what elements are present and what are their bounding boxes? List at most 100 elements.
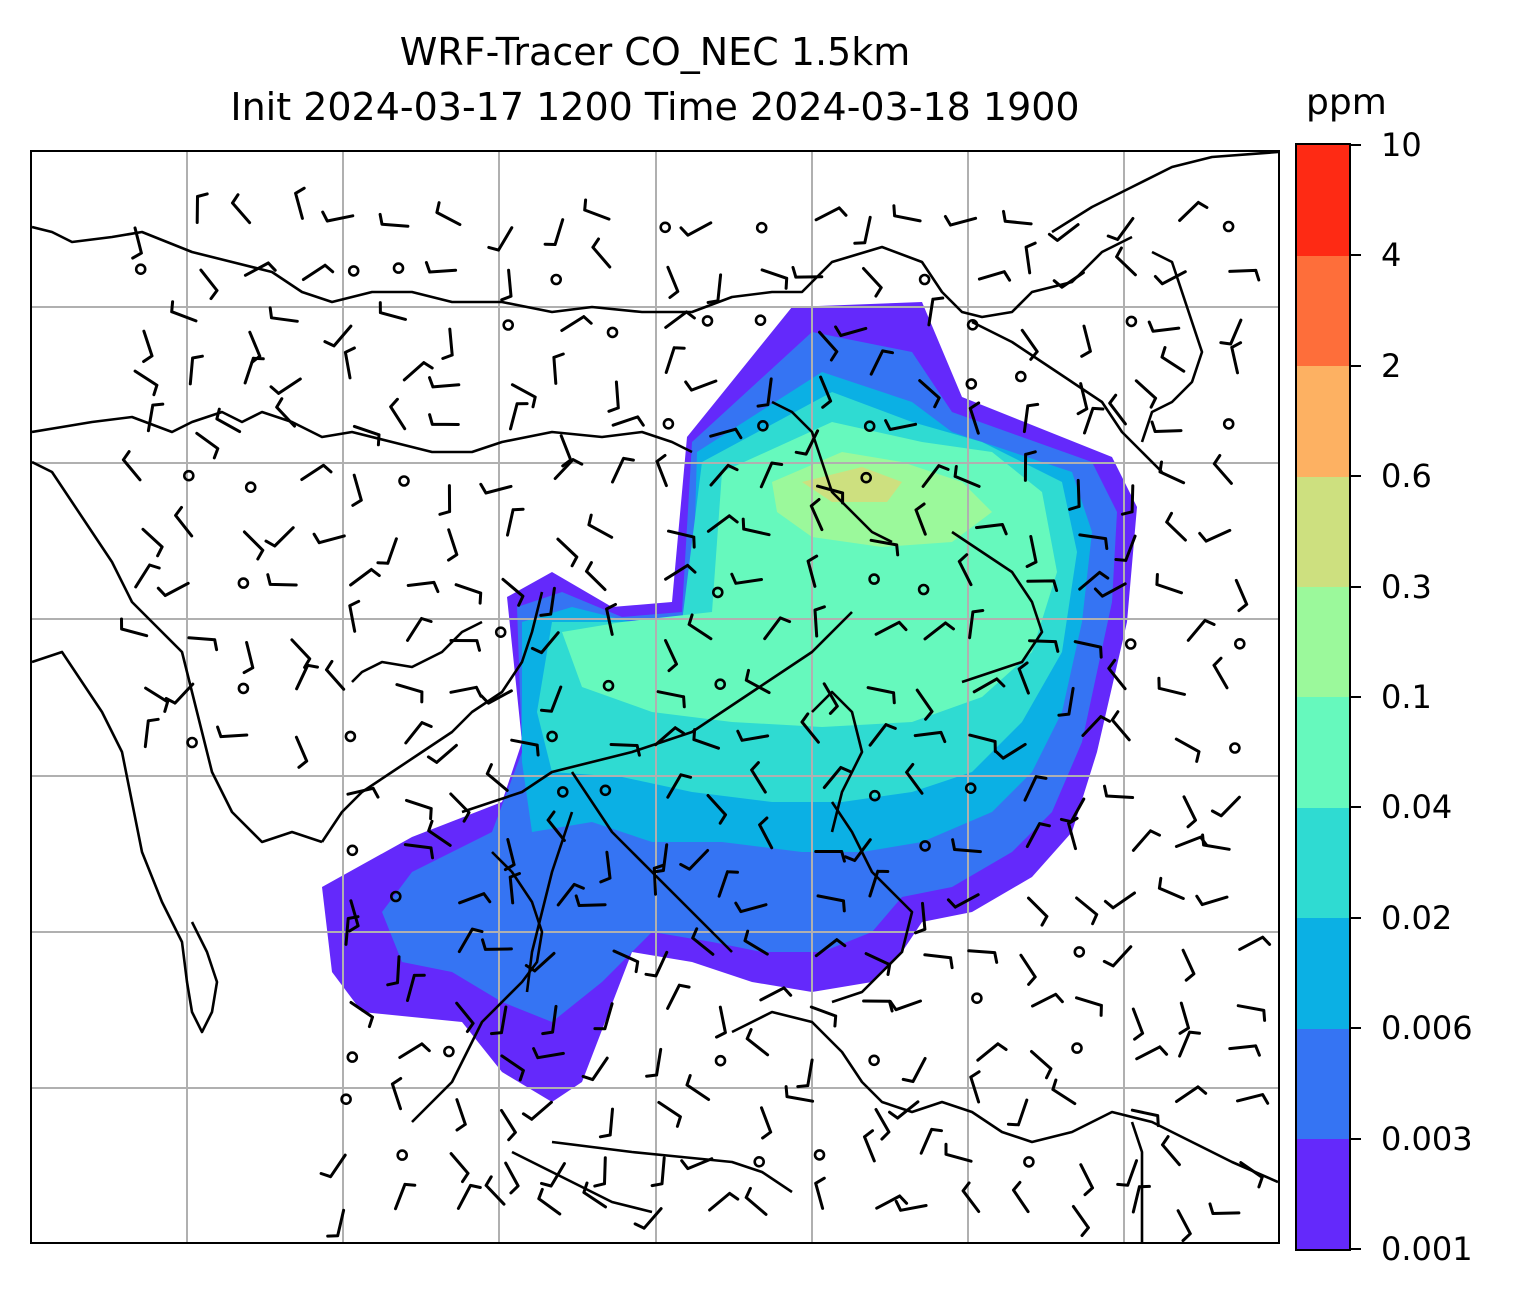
calm-wind-marker (1234, 637, 1246, 650)
colorbar-segment (1297, 1138, 1349, 1250)
wind-barb (325, 659, 346, 691)
calm-wind-marker (1124, 638, 1137, 650)
wind-barb (1093, 582, 1127, 598)
wind-barb (1186, 618, 1216, 642)
wind-barb (706, 514, 739, 533)
calm-wind-marker (1229, 742, 1241, 754)
calm-wind-marker (966, 319, 979, 331)
wind-barb (530, 631, 560, 655)
wind-barb (1239, 1161, 1264, 1189)
wind-barb (593, 1156, 607, 1188)
wind-barb (1135, 1045, 1169, 1061)
wind-barb (976, 1042, 1008, 1062)
wind-barb (449, 792, 471, 823)
wind-barb (404, 721, 433, 745)
wind-barb (975, 523, 1008, 536)
wind-barb (301, 263, 335, 281)
wind-barb (500, 1108, 517, 1142)
colorbar-tick (1351, 364, 1361, 367)
wind-barb (664, 639, 678, 673)
wind-barb (946, 893, 980, 909)
wind-barb (709, 463, 739, 487)
wind-barb (1020, 328, 1039, 361)
map-canvas (32, 152, 1278, 1242)
wind-barb (1201, 833, 1231, 851)
map-title-line-2: Init 2024-03-17 1200 Time 2024-03-18 190… (230, 85, 1080, 129)
wind-barb (447, 528, 459, 562)
wind-barb (968, 733, 997, 753)
wind-barb (709, 427, 743, 440)
wind-barb (424, 261, 458, 274)
wind-barb (394, 1182, 417, 1211)
wind-barb (556, 537, 579, 568)
wind-barb (1219, 318, 1243, 346)
wind-barb (264, 526, 295, 548)
wind-barb (455, 1098, 467, 1132)
wind-barb (806, 554, 819, 588)
wind-barb (1006, 1098, 1029, 1127)
wind-barb (120, 617, 149, 638)
wind-barb (195, 431, 220, 460)
wind-barb (1028, 639, 1060, 653)
coast-or-border-line (551, 1140, 793, 1194)
wind-barb (814, 850, 846, 863)
wind-barb (1106, 217, 1135, 241)
wind-barb (390, 1077, 403, 1111)
wind-barb (1131, 1184, 1151, 1214)
coast-or-border-line (32, 460, 323, 844)
colorbar-segment (1297, 1028, 1349, 1140)
wind-barb (730, 572, 763, 585)
wind-barb (1078, 533, 1109, 550)
coast-or-border-line (830, 801, 914, 1004)
coast-or-border-line (971, 320, 1163, 473)
colorbar-tick (1351, 1027, 1361, 1030)
coast-or-border-line (731, 1010, 1278, 1184)
calm-wind-marker (757, 419, 769, 432)
wind-barb (744, 1186, 768, 1216)
wind-barb (914, 502, 927, 536)
coast-or-border-line (525, 811, 574, 993)
wind-barb (666, 773, 693, 799)
colorbar-segment (1297, 255, 1349, 367)
wind-barb (582, 1181, 607, 1209)
wind-barb (269, 377, 302, 395)
wind-barb (1080, 324, 1092, 358)
wind-barb (351, 473, 363, 507)
wind-barb (813, 605, 826, 638)
wind-barb (715, 1005, 727, 1039)
wind-barb (294, 186, 306, 220)
wind-barb (968, 609, 985, 640)
calm-wind-marker (398, 475, 410, 487)
wind-barb (428, 413, 460, 426)
coast-or-border-line (771, 400, 893, 544)
wind-barb (243, 356, 265, 385)
wind-barb (1083, 406, 1105, 435)
calm-wind-marker (714, 1054, 727, 1067)
wind-barb (349, 1001, 374, 1029)
wind-barb (1071, 1205, 1090, 1237)
colorbar-tick (1351, 1248, 1361, 1250)
wind-barb (784, 1085, 815, 1103)
wind-barb (378, 212, 410, 228)
calm-wind-marker (340, 1093, 352, 1106)
wind-barb (143, 717, 160, 749)
wind-barb (750, 761, 767, 794)
wind-barb (1051, 1078, 1077, 1106)
coast-or-border-line (1140, 250, 1204, 443)
wind-barb (395, 683, 424, 704)
calm-wind-marker (556, 786, 569, 798)
wind-barb (540, 1162, 566, 1188)
wind-barb (657, 1100, 682, 1128)
wind-barb (133, 369, 159, 397)
wind-barb (1017, 661, 1030, 695)
calm-wind-marker (1125, 315, 1138, 328)
wind-barb (215, 407, 242, 434)
wind-barb (1130, 1108, 1160, 1128)
wind-barb (449, 1152, 470, 1184)
wind-barb (1178, 1001, 1190, 1035)
calm-wind-marker (346, 844, 359, 857)
wind-barb (216, 725, 249, 739)
wind-barb (1178, 1030, 1201, 1058)
wind-barb (231, 193, 252, 225)
wind-barb (1026, 579, 1059, 592)
